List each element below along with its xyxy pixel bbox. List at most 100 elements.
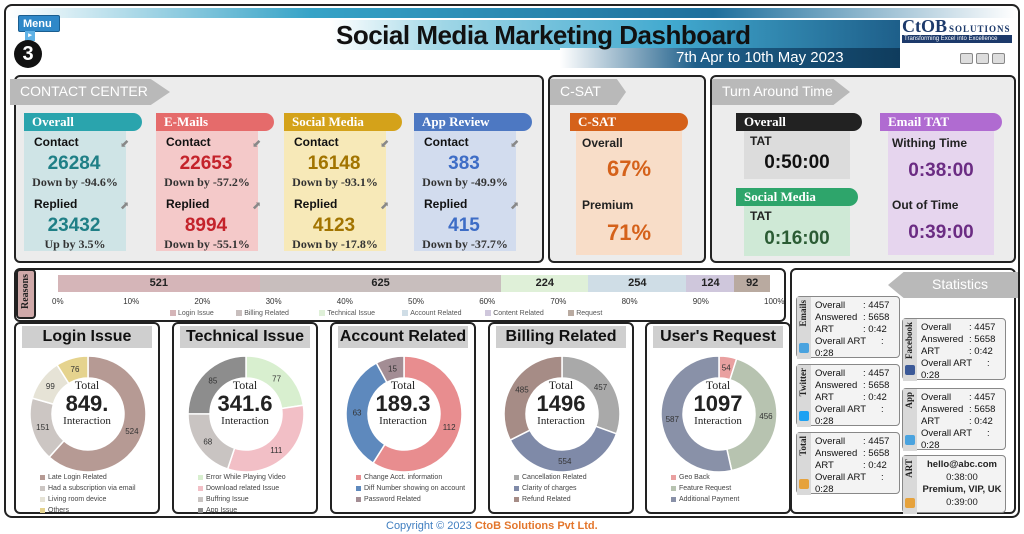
stat-overall-label: Overall: [815, 368, 846, 379]
stat-channel-name: Facebook: [904, 322, 914, 359]
legend-label: Geo Back: [679, 474, 710, 481]
legend-label: Login Issue: [178, 310, 214, 317]
reason-tick: 70%: [550, 297, 567, 306]
total-label: Total: [548, 378, 574, 392]
donut-slice: [48, 355, 147, 473]
slice-label: 457: [594, 383, 608, 392]
contact-label: Contact: [34, 135, 79, 149]
csat-heading: C-SAT: [550, 79, 626, 105]
stat-box-app: App Overall: 4457 Answered: 5658 ART: 0:…: [902, 388, 1006, 451]
legend-swatch: [485, 310, 492, 317]
reason-tick: 80%: [621, 297, 638, 306]
legend-label: Download related Issue: [206, 485, 280, 492]
replied-label: Replied: [294, 197, 338, 211]
replied-change: Down by -37.7%: [422, 237, 508, 251]
stat-answered-label: Answered: [815, 448, 858, 459]
slice-label: 68: [203, 437, 212, 446]
reason-legend-item: Technical Issue: [319, 310, 375, 317]
donut-legend: Cancellation Related Clarity of charges Re…: [514, 472, 587, 505]
legend-swatch: [356, 496, 361, 502]
replied-value: 8994: [184, 215, 228, 236]
legend-item: Buffring Issue: [198, 494, 286, 505]
reason-tick: 100%: [764, 297, 785, 306]
card-title: Overall: [24, 113, 142, 131]
stat-overall-value: 4457: [868, 436, 890, 447]
contact-change: Down by -49.9%: [422, 175, 508, 189]
restore-icon[interactable]: [976, 53, 989, 64]
tat-email-title: Email TAT: [880, 113, 1002, 131]
trend-arrow-icon: ⬋: [120, 138, 130, 150]
minimize-icon[interactable]: [960, 53, 973, 64]
stat-art-value: 0:42: [974, 416, 993, 427]
stat-answered-value: 5658: [974, 334, 996, 345]
contact-card-overall: Overall Contact ⬋ 26284 Down by -94.6% R…: [24, 113, 142, 251]
legend-swatch: [40, 507, 45, 513]
csat-card-body: [576, 131, 682, 255]
donut-slice: [509, 425, 618, 473]
art-email: hello@abc.com: [927, 459, 997, 470]
legend-item: Change Acct. information: [356, 472, 465, 483]
tat-social-value: 0:16:00: [764, 228, 830, 249]
contact-label: Contact: [424, 135, 469, 149]
menu-button[interactable]: Menu▸: [18, 15, 60, 42]
reason-legend-item: Content Related: [485, 310, 544, 317]
legend-swatch: [671, 496, 676, 502]
close-icon[interactable]: [992, 53, 1005, 64]
donut-title: Account Related: [338, 326, 468, 348]
stat-art-label: ART: [815, 324, 834, 335]
tat-out-value: 0:39:00: [908, 222, 974, 243]
csat-overall-value: 67%: [606, 156, 652, 181]
slice-label: 554: [558, 457, 572, 466]
donut-title: Technical Issue: [180, 326, 310, 348]
donut-title: User's Request: [653, 326, 783, 348]
tat-overall-title: Overall: [736, 113, 862, 131]
legend-swatch: [236, 310, 243, 317]
reason-tick: 60%: [479, 297, 496, 306]
stat-answered-label: Answered: [815, 312, 858, 323]
copyright-company: CtoB Solutions Pvt Ltd.: [474, 520, 598, 532]
card-title: E-Mails: [156, 113, 274, 131]
donut-center: Total 341.6 Interaction: [174, 378, 316, 427]
contact-change: Down by -57.2%: [164, 175, 250, 189]
legend-item: Geo Back: [671, 472, 739, 483]
reasons-label-text: Reasons: [20, 274, 31, 310]
donut-slice: [375, 355, 405, 384]
stat-box-emails: Emails Overall: 4457 Answered: 5658 ART:…: [796, 296, 900, 359]
slice-label: 63: [353, 408, 362, 417]
donut-card-billing-related: Billing Related 457 554 485 Total 1496 Inter…: [488, 322, 634, 514]
card-body: [156, 131, 258, 251]
donut-center: Total 1496 Interaction: [490, 378, 632, 427]
legend-swatch: [198, 485, 203, 491]
tat-overall-value: 0:50:00: [764, 152, 830, 173]
total-value: 1097: [693, 391, 743, 416]
legend-swatch: [514, 485, 519, 491]
stat-art-label: ART: [921, 416, 940, 427]
trend-arrow-icon: ⬈: [510, 200, 520, 212]
card-body: [284, 131, 386, 251]
menu-label: Menu: [23, 18, 52, 30]
legend-label: Refund Related: [522, 496, 571, 503]
reason-tick: 0%: [52, 297, 64, 306]
legend-swatch: [671, 474, 676, 480]
reason-tick: 20%: [194, 297, 211, 306]
art-email-time: 0:38:00: [946, 471, 978, 483]
slice-label: 112: [443, 423, 456, 432]
legend-label: Billing Related: [244, 310, 289, 317]
reason-bar-content-related: 124: [686, 275, 735, 292]
stat-art-label: ART: [815, 392, 834, 403]
interaction-label: Interaction: [537, 415, 585, 427]
slice-label: 456: [759, 412, 773, 421]
logo-suffix: SOLUTIONS: [949, 24, 1011, 34]
legend-swatch: [402, 310, 409, 317]
total-label: Total: [705, 378, 731, 392]
slice-label: 15: [388, 364, 397, 373]
contact-label: Contact: [294, 135, 339, 149]
trend-arrow-icon: ⬈: [380, 200, 390, 212]
total-value: 1496: [536, 391, 586, 416]
interaction-label: Interaction: [221, 415, 269, 427]
stat-art-value: 0:42: [868, 324, 887, 335]
donut-chart: 112 63 15: [345, 355, 463, 473]
donut-card-login-issue: Login Issue 524 151 99 76 Total 849. Interact…: [14, 322, 160, 514]
stat-overall-value: 4457: [974, 392, 996, 403]
donut-title: Billing Related: [496, 326, 626, 348]
